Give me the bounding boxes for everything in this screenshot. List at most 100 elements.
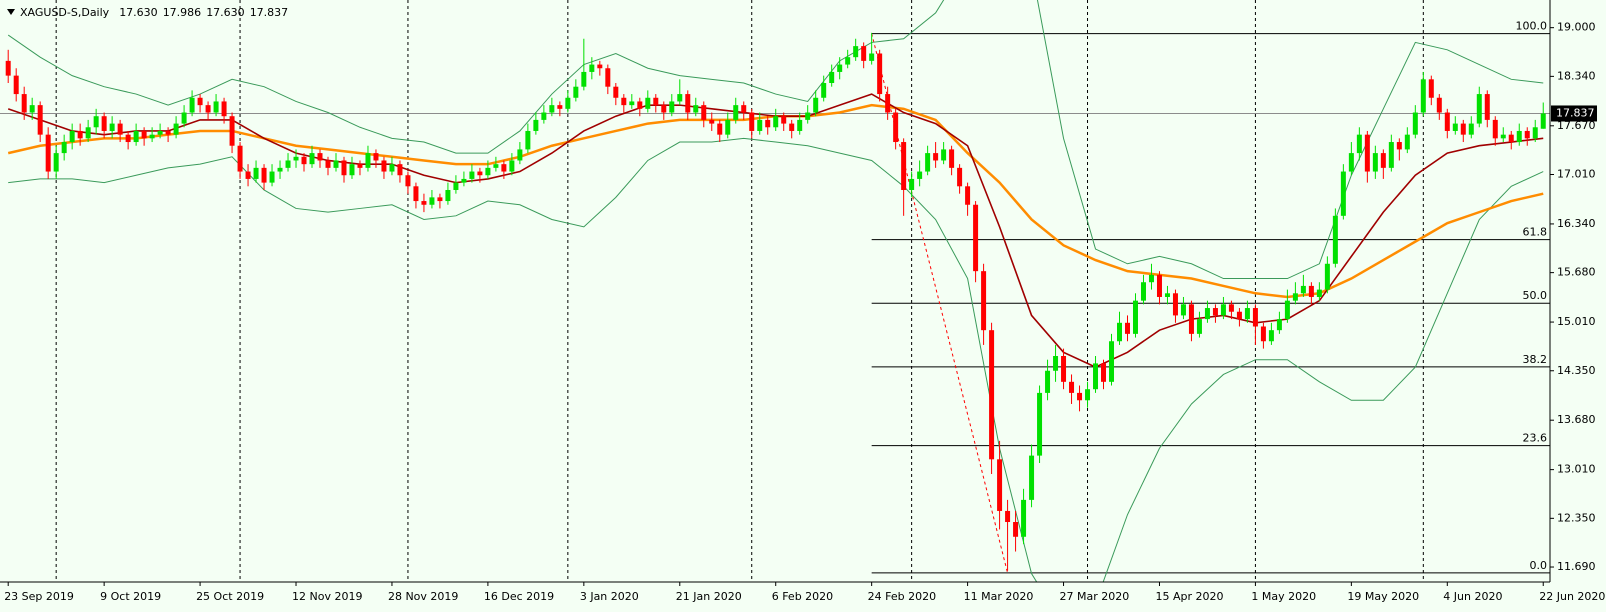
candle-body [485,167,491,176]
candle-body [845,57,851,65]
candle-body [1532,127,1538,139]
candle-body [461,178,467,183]
candle-body [733,105,739,120]
candle-body [893,112,899,143]
candle-body [253,167,259,179]
candle-body [717,123,723,135]
candle-body [421,201,427,205]
candle-body [229,116,235,146]
candle-body [973,204,979,272]
candle-body [605,68,611,87]
y-tick-label: 13.010 [1557,463,1596,476]
candle-body [1220,304,1226,316]
x-tick-label: 15 Apr 2020 [1155,590,1223,603]
candle-body [5,60,11,76]
candle-body [709,119,715,124]
candle-body [1132,300,1138,334]
y-tick-label: 14.350 [1557,364,1596,377]
candle-body [1476,94,1482,124]
candle-body [405,175,411,187]
candle-body [1500,134,1506,139]
y-tick-label: 12.350 [1557,511,1596,524]
candle-body [1492,119,1498,139]
candle-body [653,97,659,106]
x-tick-label: 27 Mar 2020 [1060,590,1130,603]
candle-body [445,189,451,202]
candle-body [821,83,827,98]
y-tick-label: 18.340 [1557,69,1596,82]
candle-body [1348,153,1354,172]
candle-body [77,130,83,139]
candle-body [981,271,987,331]
candle-body [269,171,275,183]
candle-body [1300,285,1306,294]
candle-body [501,164,507,172]
candle-body [1069,381,1075,393]
candle-body [357,164,363,168]
candle-body [789,123,795,131]
candle-body [1252,308,1258,327]
candle-body [221,101,227,117]
candle-body [277,167,283,172]
candle-body [805,112,811,120]
candle-body [645,97,651,109]
candle-body [1276,319,1282,331]
candle-body [853,46,859,58]
candle-body [685,94,691,113]
x-tick-label: 28 Nov 2019 [388,590,458,603]
candle-body [125,134,131,143]
candle-body [1037,392,1043,456]
candle-body [1460,123,1466,135]
y-tick-label: 15.010 [1557,315,1596,328]
candle-body [1268,330,1274,342]
candle-body [1364,134,1370,172]
y-tick-label: 17.010 [1557,167,1596,180]
candle-body [1284,300,1290,320]
x-tick-label: 1 May 2020 [1251,590,1316,603]
candle-body [1236,311,1242,320]
x-tick-label: 24 Feb 2020 [868,590,936,603]
fib-level-label: 61.8 [1523,226,1548,239]
candle-body [1117,322,1123,342]
candle-body [1540,113,1546,129]
candle-body [1085,389,1091,401]
candle-body [349,164,355,176]
candle-body [93,116,99,128]
candle-body [869,53,875,61]
candle-body [613,86,619,98]
candle-body [565,97,571,109]
x-tick-label: 21 Jan 2020 [676,590,742,603]
candle-body [437,197,443,202]
candle-body [933,153,939,161]
candle-body [245,171,251,179]
y-tick-label: 19.000 [1557,21,1596,34]
x-tick-label: 25 Oct 2019 [196,590,264,603]
y-tick-label: 16.340 [1557,217,1596,230]
header-value: 17.837 [250,6,289,19]
y-tick-label: 11.690 [1557,560,1596,573]
candle-body [493,164,499,168]
candle-body [61,142,67,154]
candle-body [957,167,963,187]
candle-body [509,160,515,172]
candle-body [1436,97,1442,113]
candle-body [261,167,267,183]
candle-body [1053,356,1059,371]
candle-body [1388,142,1394,168]
candle-body [1172,293,1178,316]
menu-triangle [7,9,15,15]
x-tick-label: 23 Sep 2019 [4,590,74,603]
candle-body [621,97,627,106]
candle-body [517,149,523,161]
candle-body [1148,274,1154,283]
chart-title: XAGUSD-S,Daily [20,6,110,19]
candle-body [413,186,419,202]
candle-body [157,130,163,135]
candle-body [389,164,395,172]
candle-body [13,75,19,95]
y-tick-label: 17.670 [1557,119,1596,132]
fib-level-label: 50.0 [1523,289,1548,302]
candle-body [941,149,947,161]
